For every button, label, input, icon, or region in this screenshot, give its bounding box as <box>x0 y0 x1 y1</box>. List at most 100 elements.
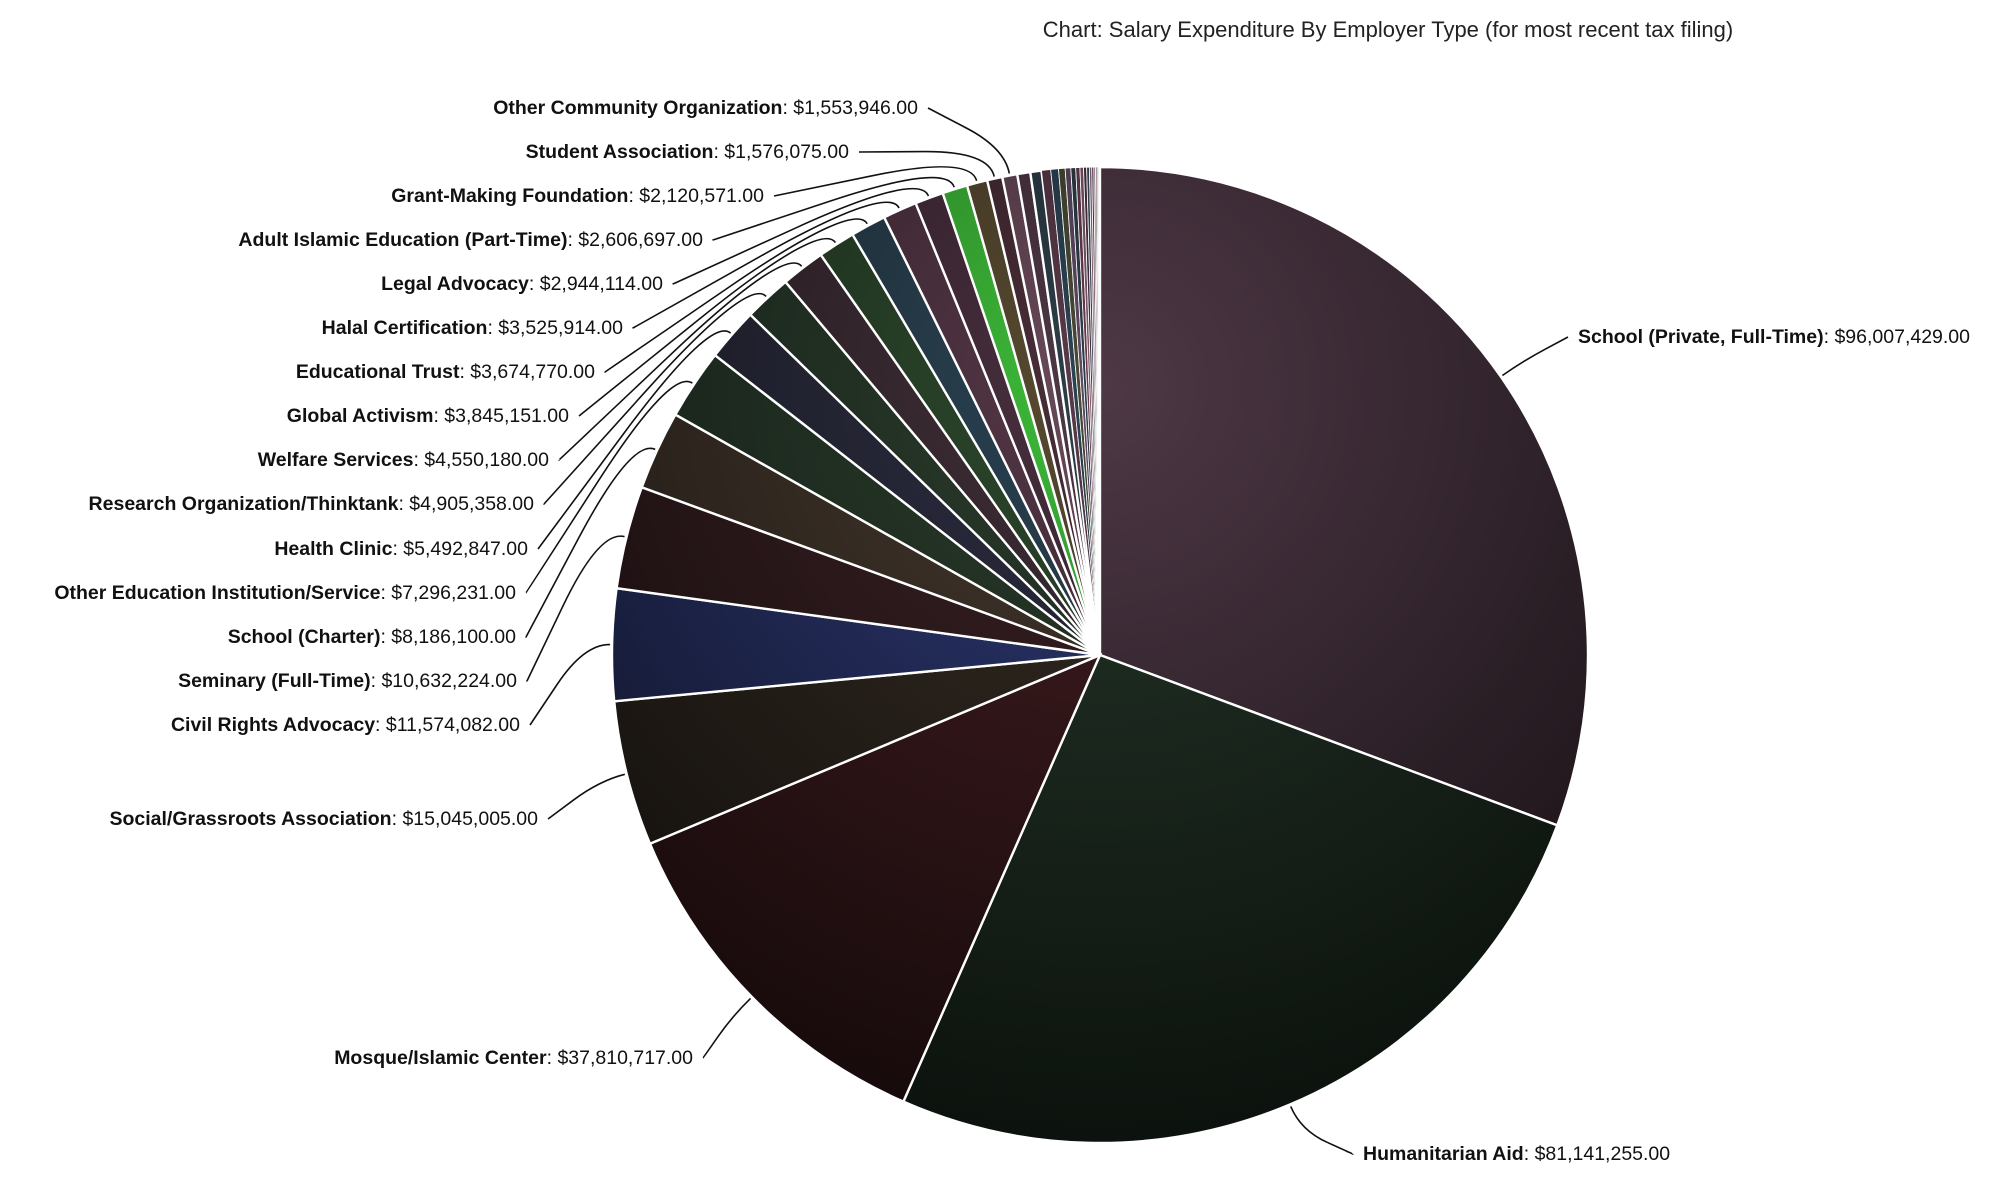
leader-line-educational-trust <box>604 218 868 373</box>
slice-label-name: Halal Certification <box>322 317 488 339</box>
leader-lines <box>525 107 1569 1155</box>
slice-label-value: $3,845,151.00 <box>444 405 569 427</box>
slice-label-social-grassroots-association: Social/Grassroots Association: $15,045,0… <box>109 808 538 830</box>
leader-line-legal-advocacy <box>672 187 930 285</box>
slice-label-name: Adult Islamic Education (Part-Time) <box>238 229 567 251</box>
slice-label-name: Global Activism <box>287 405 434 427</box>
slice-label-value: $81,141,255.00 <box>1535 1143 1671 1165</box>
slice-label-separator: : <box>713 141 724 163</box>
chart-title: Chart: Salary Expenditure By Employer Ty… <box>1043 17 1733 42</box>
slice-label-name: Welfare Services <box>258 449 414 471</box>
slice-label-value: $1,576,075.00 <box>724 141 849 163</box>
leader-line-other-education-institution-service <box>525 380 693 594</box>
slice-label-grant-making-foundation: Grant-Making Foundation: $2,120,571.00 <box>391 185 764 207</box>
slice-label-separator: : <box>1824 326 1835 348</box>
leader-line-school-private-full-time <box>1501 336 1569 377</box>
slice-label-value: $37,810,717.00 <box>557 1047 693 1069</box>
pie-slice-social-grassroots-association[interactable] <box>612 653 1101 846</box>
leader-line-research-organization-thinktank <box>543 292 767 505</box>
slice-label-separator: : <box>1524 1143 1535 1165</box>
slice-label-value: $4,905,358.00 <box>409 493 534 515</box>
slice-label-separator: : <box>628 185 639 207</box>
slice-label-separator: : <box>398 493 409 515</box>
slice-label-research-organization-thinktank: Research Organization/Thinktank: $4,905,… <box>89 493 535 515</box>
slice-label-separator: : <box>782 97 793 119</box>
leader-line-school-charter <box>525 447 656 638</box>
slice-label-value: $2,120,571.00 <box>639 185 764 207</box>
pie-slice-mosque-islamic-center[interactable] <box>648 652 1103 1104</box>
slice-label-halal-certification: Halal Certification: $3,525,914.00 <box>322 317 623 339</box>
slice-label-school-private-full-time: School (Private, Full-Time): $96,007,429… <box>1578 326 1970 348</box>
slice-label-value: $10,632,224.00 <box>381 670 517 692</box>
slice-label-value: $3,674,770.00 <box>470 361 595 383</box>
slice-label-name: Health Clinic <box>274 538 392 560</box>
slice-label-name: Civil Rights Advocacy <box>171 714 375 736</box>
leader-line-adult-islamic-education-part-time <box>712 176 955 241</box>
slice-label-separator: : <box>380 626 391 648</box>
slice-label-name: Student Association <box>526 141 714 163</box>
slice-label-name: Mosque/Islamic Center <box>334 1047 547 1069</box>
slice-label-value: $5,492,847.00 <box>403 538 528 560</box>
slice-label-name: Social/Grassroots Association <box>109 808 391 830</box>
leader-line-humanitarian-aid <box>1289 1106 1354 1155</box>
slice-label-name: Humanitarian Aid <box>1363 1143 1524 1165</box>
slice-label-student-association: Student Association: $1,576,075.00 <box>526 141 849 163</box>
leader-line-welfare-services <box>558 262 803 461</box>
slice-labels: School (Private, Full-Time): $96,007,429… <box>54 97 1970 1165</box>
slice-label-name: Other Education Institution/Service <box>54 582 380 604</box>
slice-label-value: $2,944,114.00 <box>540 273 663 295</box>
leader-line-other-community-organization <box>927 107 1011 174</box>
slice-label-separator: : <box>380 582 391 604</box>
slice-label-humanitarian-aid: Humanitarian Aid: $81,141,255.00 <box>1363 1143 1670 1165</box>
slice-label-value: $8,186,100.00 <box>391 626 516 648</box>
slice-label-value: $1,553,946.00 <box>793 97 918 119</box>
slice-label-name: Other Community Organization <box>493 97 782 119</box>
leader-line-grant-making-foundation <box>773 166 978 197</box>
slice-label-name: Grant-Making Foundation <box>391 185 628 207</box>
slice-label-name: School (Charter) <box>228 626 381 648</box>
slice-label-legal-advocacy: Legal Advocacy: $2,944,114.00 <box>381 273 663 295</box>
slice-label-adult-islamic-education-part-time: Adult Islamic Education (Part-Time): $2,… <box>238 229 703 251</box>
leader-line-seminary-full-time <box>526 535 625 682</box>
slice-label-value: $11,574,082.00 <box>386 714 520 736</box>
slice-label-separator: : <box>487 317 498 339</box>
slice-label-value: $7,296,231.00 <box>391 582 516 604</box>
slice-label-separator: : <box>371 670 382 692</box>
slice-label-separator: : <box>375 714 386 736</box>
slice-label-educational-trust: Educational Trust: $3,674,770.00 <box>296 361 595 383</box>
pie-slices <box>610 165 1590 1145</box>
pie-slice-school-private-full-time[interactable] <box>1098 165 1590 827</box>
leader-line-global-activism <box>578 237 837 417</box>
slice-label-name: Educational Trust <box>296 361 460 383</box>
slice-label-welfare-services: Welfare Services: $4,550,180.00 <box>258 449 549 471</box>
slice-label-separator: : <box>529 273 540 295</box>
slice-label-value: $4,550,180.00 <box>424 449 549 471</box>
slice-label-other-education-institution-service: Other Education Institution/Service: $7,… <box>54 582 516 604</box>
slice-label-name: Legal Advocacy <box>381 273 529 295</box>
slice-label-global-activism: Global Activism: $3,845,151.00 <box>287 405 569 427</box>
pie-slice-humanitarian-aid[interactable] <box>901 653 1559 1145</box>
slice-label-health-clinic: Health Clinic: $5,492,847.00 <box>274 538 528 560</box>
slice-label-separator: : <box>459 361 470 383</box>
leader-line-civil-rights-advocacy <box>529 643 611 726</box>
pie-slice-minor-36[interactable] <box>1098 166 1101 656</box>
slice-label-other-community-organization: Other Community Organization: $1,553,946… <box>493 97 918 119</box>
slice-label-separator: : <box>392 538 403 560</box>
slice-label-value: $96,007,429.00 <box>1834 326 1970 348</box>
slice-label-name: Research Organization/Thinktank <box>89 493 399 515</box>
slice-label-name: School (Private, Full-Time) <box>1578 326 1824 348</box>
slice-label-mosque-islamic-center: Mosque/Islamic Center: $37,810,717.00 <box>334 1047 693 1069</box>
slice-label-value: $15,045,005.00 <box>402 808 538 830</box>
slice-label-name: Seminary (Full-Time) <box>178 670 371 692</box>
leader-line-student-association <box>858 150 995 177</box>
slice-label-value: $2,606,697.00 <box>578 229 703 251</box>
leader-line-social-grassroots-association <box>547 773 625 820</box>
slice-label-separator: : <box>392 808 403 830</box>
slice-label-separator: : <box>567 229 578 251</box>
slice-label-civil-rights-advocacy: Civil Rights Advocacy: $11,574,082.00 <box>171 714 520 736</box>
leader-line-health-clinic <box>537 330 732 550</box>
leader-line-mosque-islamic-center <box>702 997 752 1059</box>
slice-label-separator: : <box>547 1047 558 1069</box>
slice-label-separator: : <box>433 405 444 427</box>
